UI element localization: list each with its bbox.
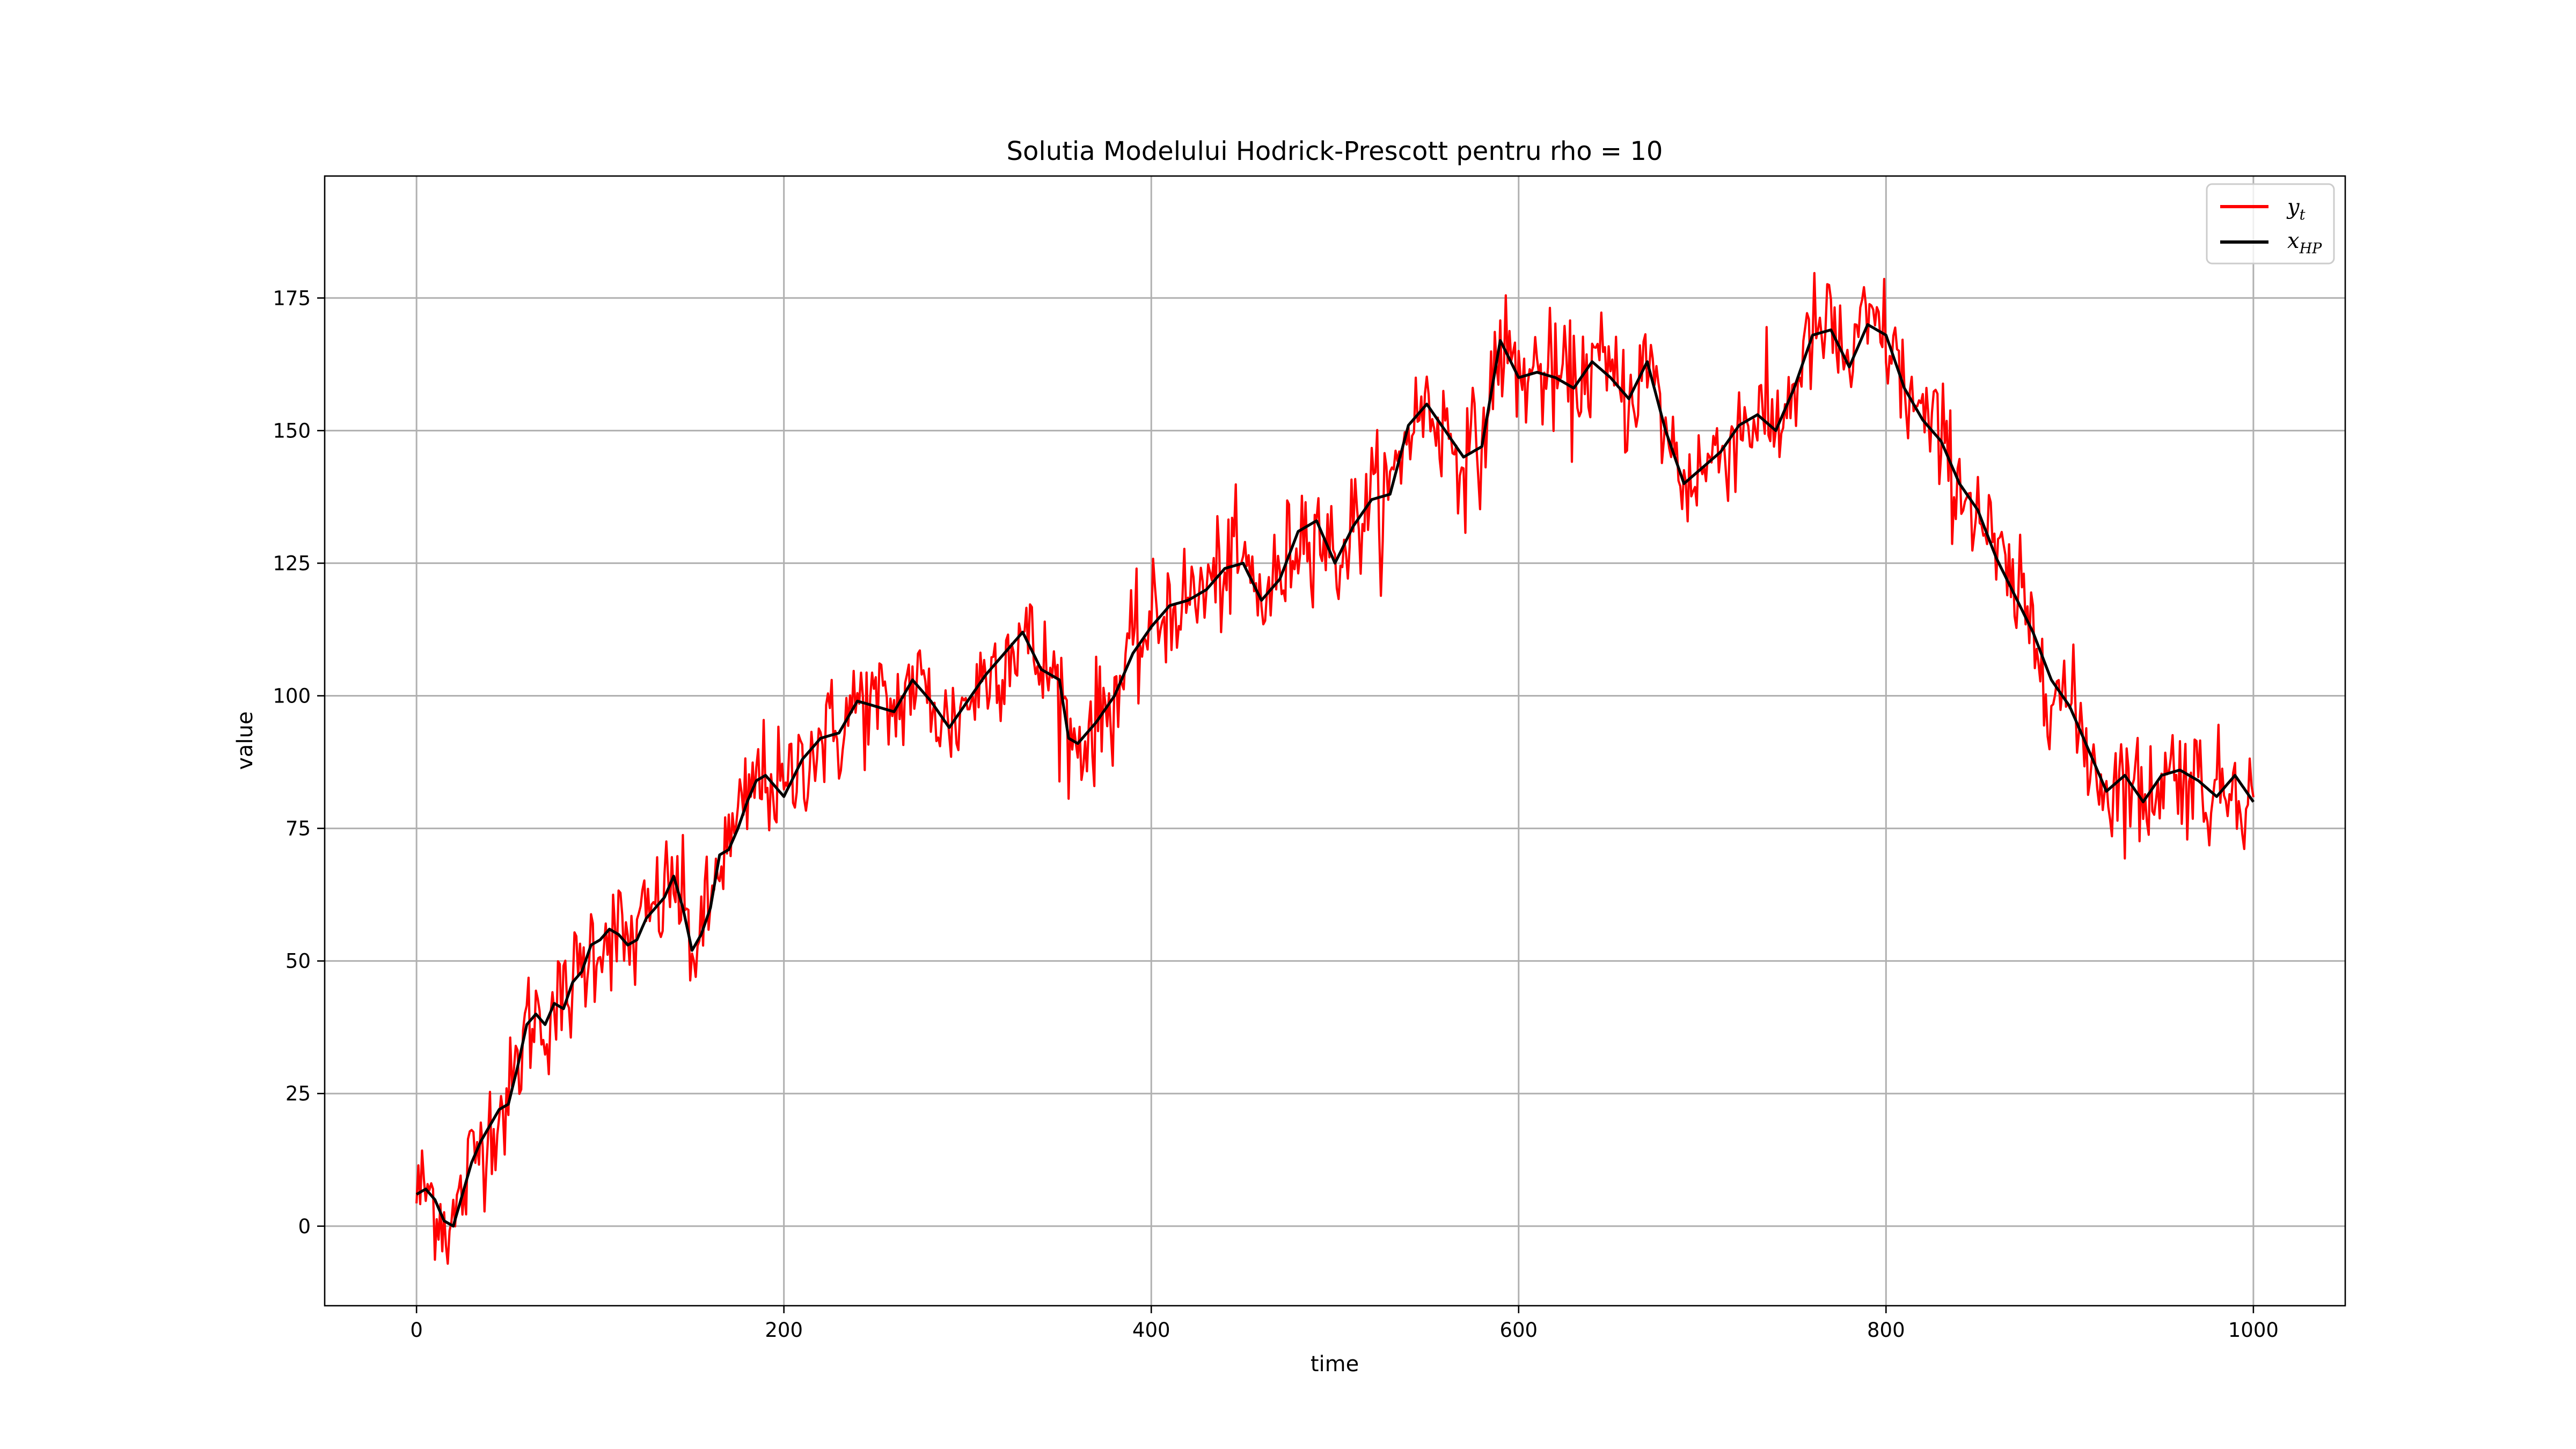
tick-layer: 0 200 400 600 800 1000 0 25 50 75 100 125 150 175 (273, 287, 2279, 1342)
y-tick-label: 75 (286, 817, 311, 840)
legend-label-x-hp: xHP (2287, 229, 2322, 257)
x-tick-label: 400 (1132, 1319, 1170, 1342)
series-line-y-t (415, 272, 2255, 1265)
y-tick-label: 175 (273, 287, 311, 310)
x-axis-label: time (1311, 1352, 1359, 1377)
legend-label-x-hp-sub: HP (2299, 240, 2323, 257)
y-tick-label: 125 (273, 552, 311, 575)
x-tick-label: 1000 (2228, 1319, 2279, 1342)
x-tick-label: 0 (410, 1319, 423, 1342)
grid-layer (325, 176, 2345, 1306)
legend-label-y-t-main: y (2286, 195, 2300, 219)
legend-label-x-hp-main: x (2287, 229, 2300, 253)
legend-label-y-t: yt (2286, 195, 2306, 223)
legend-label-y-t-sub: t (2300, 207, 2306, 223)
chart-title: Solutia Modelului Hodrick-Prescott pentr… (1007, 136, 1663, 166)
series-layer (415, 272, 2255, 1265)
x-tick-label: 600 (1499, 1319, 1538, 1342)
series-line-x-hp (415, 323, 2255, 1228)
y-tick-label: 150 (273, 419, 311, 442)
x-tick-label: 800 (1867, 1319, 1905, 1342)
legend: yt xHP (2206, 183, 2335, 265)
y-axis-label: value (233, 711, 258, 770)
plot-frame (324, 175, 2346, 1307)
y-tick-label: 100 (273, 684, 311, 707)
y-tick-label: 0 (298, 1215, 311, 1238)
y-tick-label: 50 (286, 950, 311, 973)
x-tick-label: 200 (765, 1319, 803, 1342)
y-tick-label: 25 (286, 1082, 311, 1106)
